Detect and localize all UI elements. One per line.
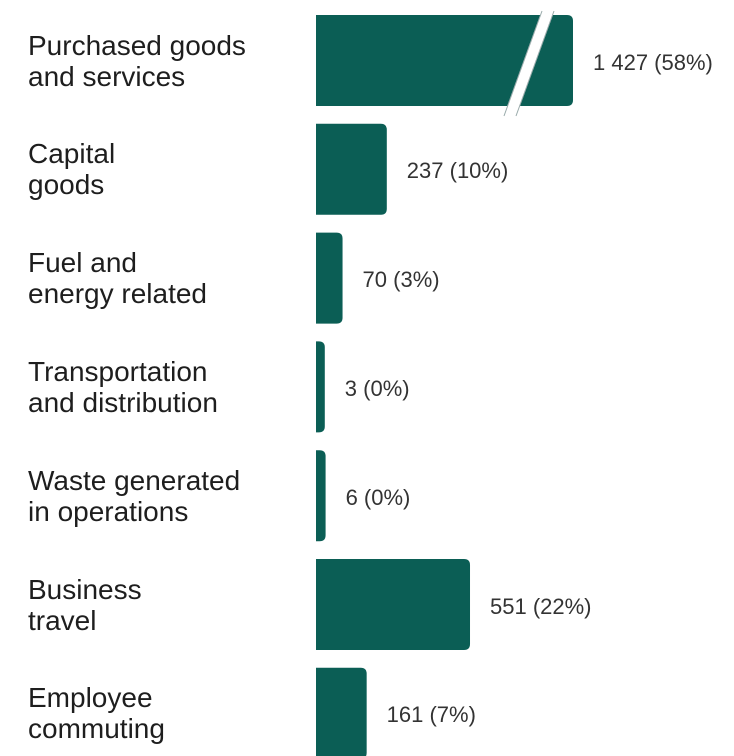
value-label: 70 (3%) bbox=[362, 267, 440, 293]
category-label: Waste generated in operations bbox=[28, 464, 241, 527]
bar bbox=[316, 559, 471, 650]
value-label: 161 (7%) bbox=[386, 702, 476, 728]
bar bbox=[316, 232, 343, 324]
category-label: Employee commuting bbox=[28, 682, 165, 745]
axis-break-edge bbox=[515, 10, 555, 117]
value-label: 6 (0%) bbox=[345, 484, 411, 510]
value-label: 551 (22%) bbox=[490, 593, 592, 619]
value-label: 3 (0%) bbox=[344, 375, 410, 401]
bar bbox=[316, 450, 326, 542]
bar bbox=[316, 123, 387, 215]
value-label: 237 (10%) bbox=[406, 158, 509, 184]
bar bbox=[316, 341, 325, 433]
bar bbox=[316, 667, 367, 756]
category-label: Transportation and distribution bbox=[28, 355, 218, 418]
bar bbox=[316, 15, 573, 106]
axis-break bbox=[504, 8, 554, 119]
category-label: Business travel bbox=[28, 573, 142, 636]
category-label: Fuel and energy related bbox=[28, 247, 208, 310]
axis-break-edge bbox=[503, 10, 543, 117]
category-label: Capital goods bbox=[28, 138, 116, 201]
category-label: Purchased goods and services bbox=[28, 29, 246, 92]
value-label: 1 427 (58%) bbox=[593, 49, 713, 75]
